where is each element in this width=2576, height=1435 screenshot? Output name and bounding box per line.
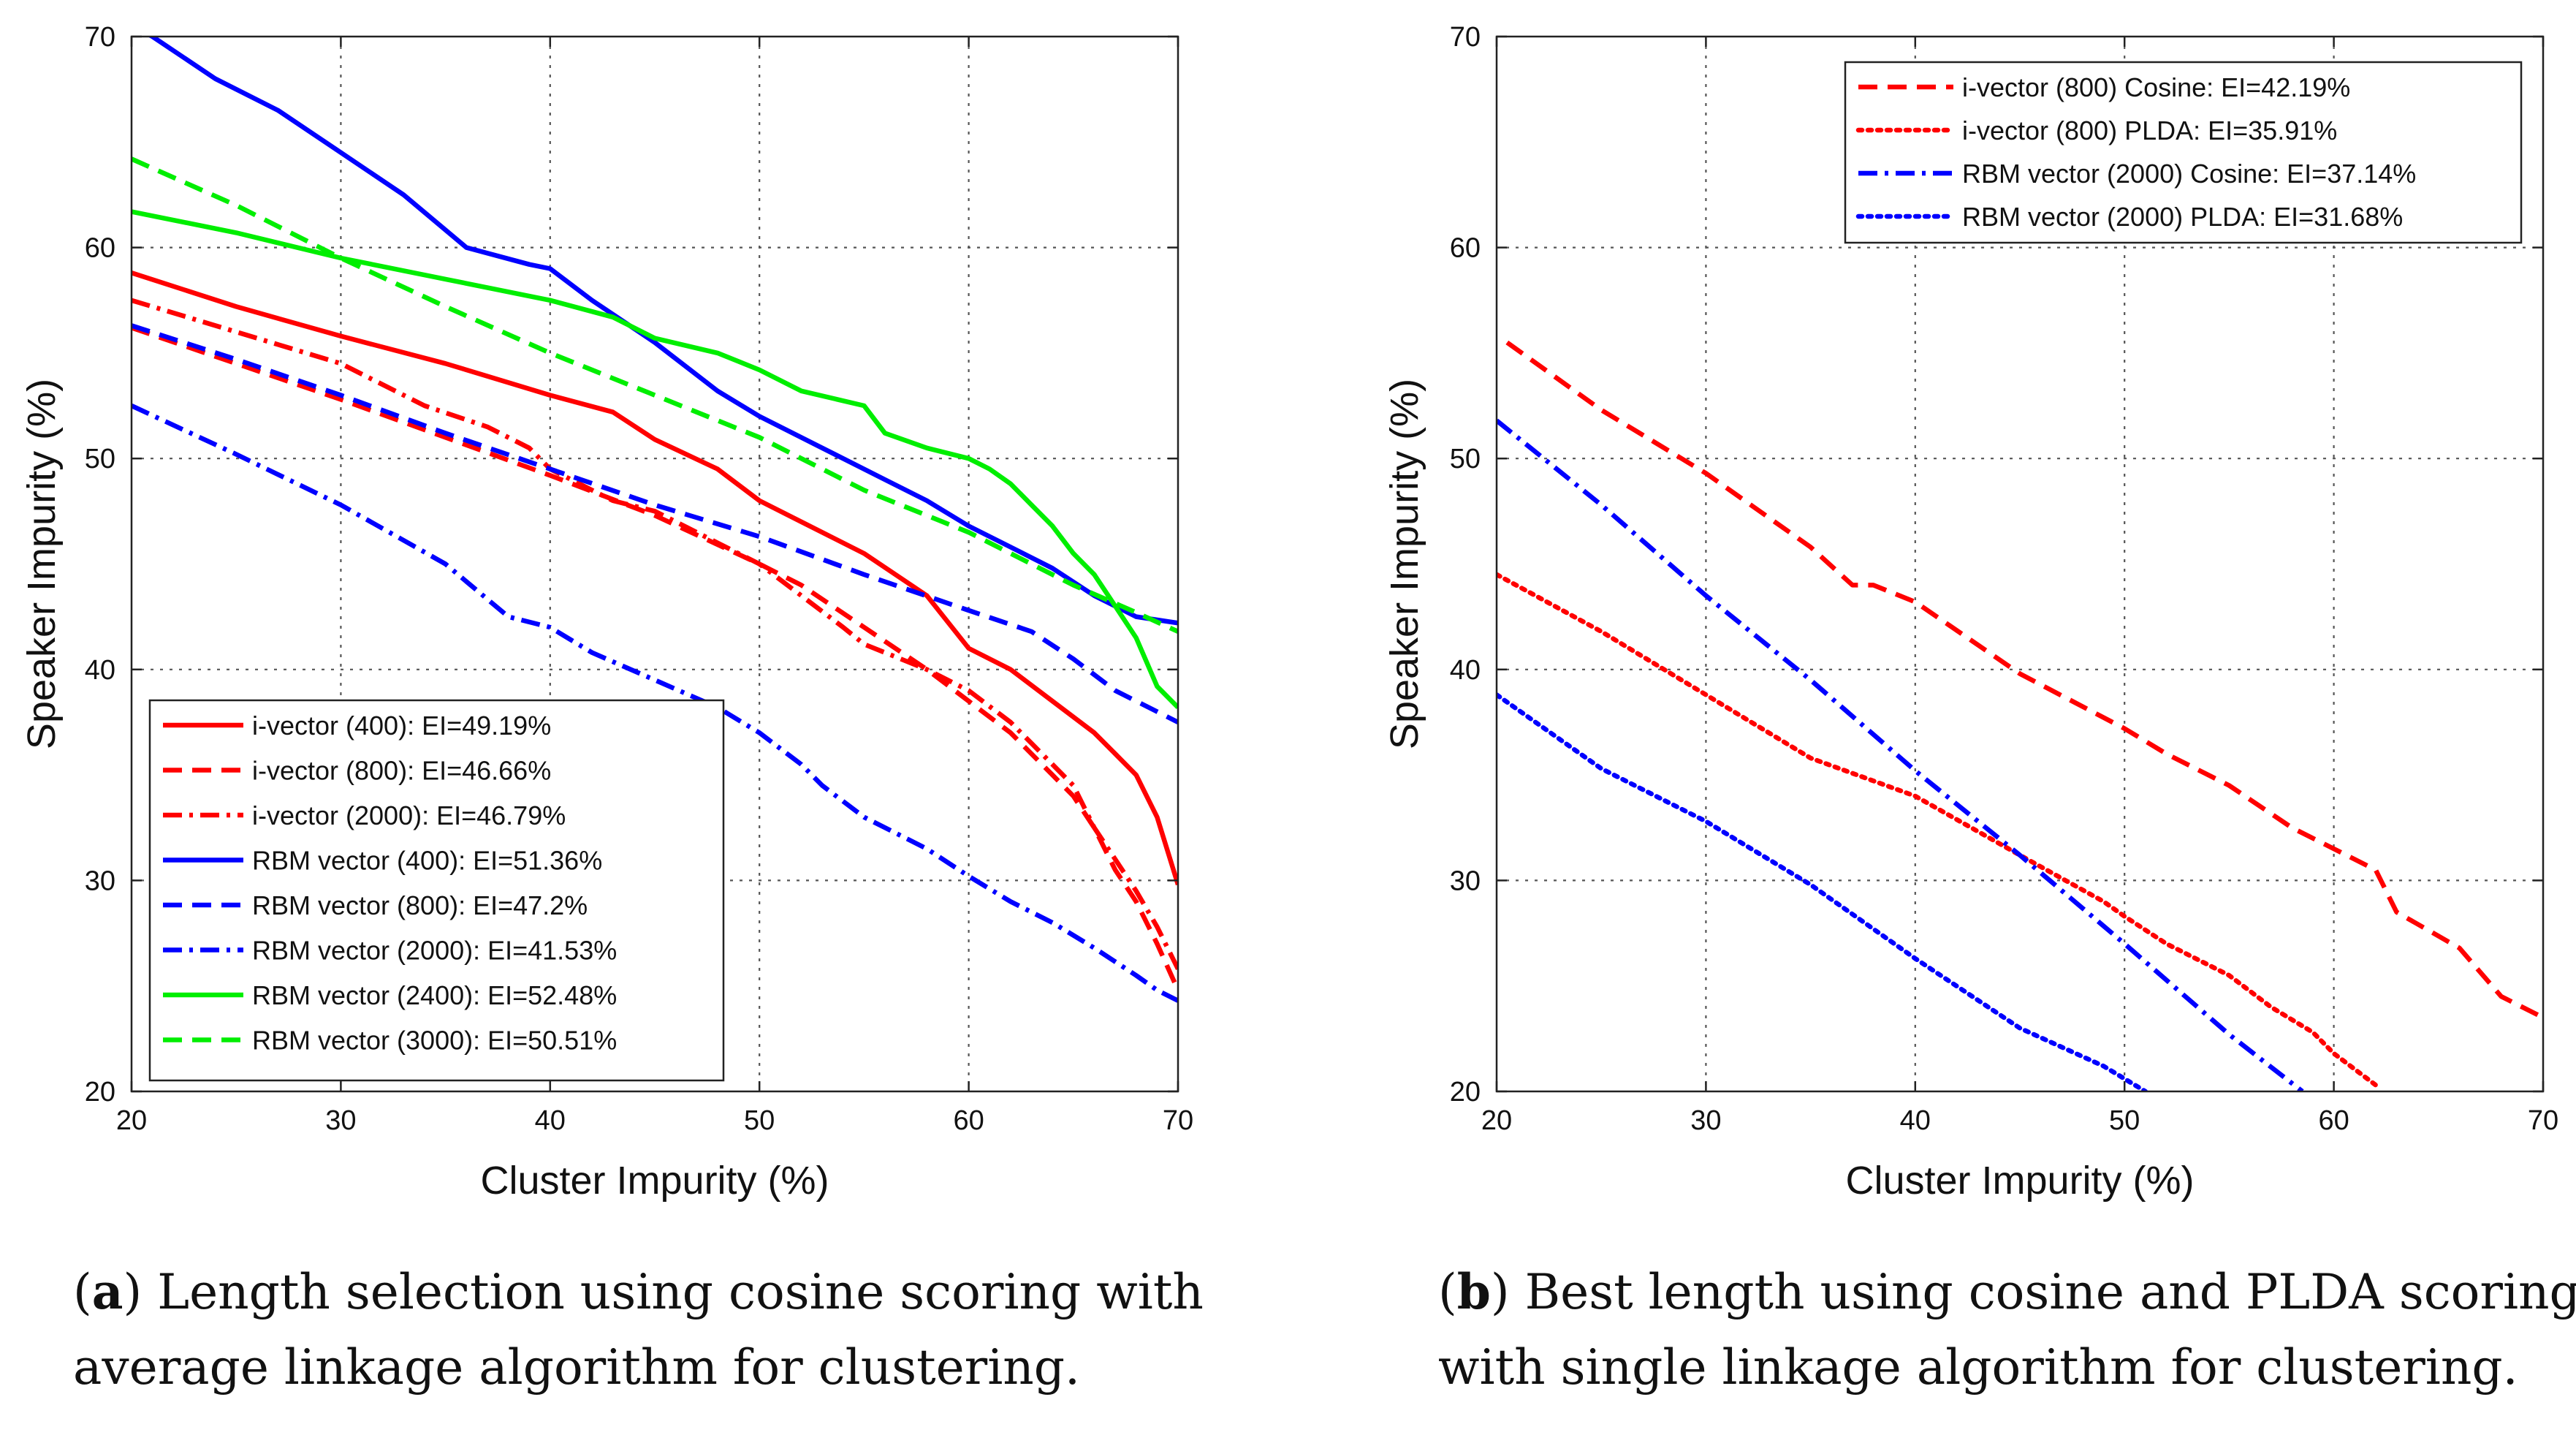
series-line-3 <box>147 37 1178 626</box>
y-tick-label: 50 <box>1450 444 1481 474</box>
legend-entry-7: RBM vector (3000): EI=50.51% <box>252 1026 617 1056</box>
y-tick-label: 70 <box>85 22 115 53</box>
x-axis-label: Cluster Impurity (%) <box>480 1159 829 1203</box>
y-axis-label: Speaker Impurity (%) <box>20 379 64 749</box>
series-line-1 <box>132 325 1178 991</box>
axes-box <box>1495 35 2545 1093</box>
x-tick-label: 70 <box>1163 1105 1193 1136</box>
caption-letter: a <box>92 1263 124 1320</box>
x-tick-label: 50 <box>744 1105 775 1136</box>
series-line-5 <box>132 404 1178 1003</box>
caption-line-1: (a) Length selection using cosine scorin… <box>73 1263 1204 1320</box>
y-tick-label: 70 <box>1450 22 1481 53</box>
x-tick-label: 60 <box>2318 1105 2349 1136</box>
x-tick-label: 40 <box>535 1105 566 1136</box>
legend-entry-4: RBM vector (800): EI=47.2% <box>252 890 588 920</box>
x-tick-label: 20 <box>116 1105 147 1136</box>
caption-line-2: with single linkage algorithm for cluste… <box>1438 1339 2518 1396</box>
series-line-2 <box>1497 418 2304 1091</box>
x-tick-label: 70 <box>2528 1105 2558 1136</box>
legend: i-vector (400): EI=49.19% i-vector (800):… <box>148 699 725 1082</box>
series-line-7 <box>132 156 1178 634</box>
legend-box <box>1844 61 2523 244</box>
y-axis-label: Speaker Impurity (%) <box>1383 379 1426 749</box>
y-tick-label: 60 <box>85 233 115 264</box>
x-tick-label: 30 <box>1690 1105 1721 1136</box>
legend-entry-3: RBM vector (400): EI=51.36% <box>252 846 602 876</box>
y-tick-label: 30 <box>85 866 115 896</box>
y-tick-label: 60 <box>1450 233 1481 264</box>
series-line-6 <box>132 209 1178 709</box>
y-tick-label: 20 <box>1450 1077 1481 1108</box>
figure-caption: (b) Best length using cosine and PLDA sc… <box>1438 1263 2576 1396</box>
legend-entry-5: RBM vector (2000): EI=41.53% <box>252 936 617 966</box>
legend-entry-0: i-vector (400): EI=49.19% <box>252 711 551 741</box>
y-tick-label: 20 <box>85 1077 115 1108</box>
legend: i-vector (800) Cosine: EI=42.19% i-vector… <box>1844 61 2523 244</box>
legend-entry-1: i-vector (800) PLDA: EI=35.91% <box>1962 116 2337 145</box>
x-tick-label: 50 <box>2109 1105 2140 1136</box>
series-line-4 <box>132 323 1178 724</box>
legend-entry-6: RBM vector (2400): EI=52.48% <box>252 980 617 1010</box>
legend-box <box>148 699 725 1082</box>
chart-panel-a: 20 30 40 50 60 70 20 30 40 50 60 70 Cluster Impurity… <box>20 22 1204 1396</box>
caption-line-2: average linkage algorithm for clustering… <box>73 1339 1080 1396</box>
caption-letter: b <box>1457 1263 1491 1320</box>
series-line-1 <box>1497 572 2379 1088</box>
y-tick-label: 50 <box>85 444 115 474</box>
axes-box <box>130 35 1179 1093</box>
legend-entry-0: i-vector (800) Cosine: EI=42.19% <box>1962 72 2350 102</box>
legend-entry-2: i-vector (2000): EI=46.79% <box>252 800 566 830</box>
figure-caption: (a) Length selection using cosine scorin… <box>73 1263 1204 1396</box>
legend-entry-3: RBM vector (2000) PLDA: EI=31.68% <box>1962 202 2403 232</box>
chart-panel-b: 20 30 40 50 60 70 20 30 40 50 60 70 Cluster Impurity… <box>1383 22 2576 1396</box>
y-tick-label: 40 <box>1450 655 1481 686</box>
legend-entry-2: RBM vector (2000) Cosine: EI=37.14% <box>1962 159 2416 189</box>
x-axis-label: Cluster Impurity (%) <box>1845 1159 2194 1203</box>
series-line-3 <box>1497 692 2148 1091</box>
x-tick-label: 40 <box>1900 1105 1931 1136</box>
y-tick-label: 30 <box>1450 866 1481 896</box>
legend-entry-1: i-vector (800): EI=46.66% <box>252 756 551 786</box>
series-line-0 <box>132 270 1178 886</box>
series-line-2 <box>132 298 1178 971</box>
x-tick-label: 30 <box>325 1105 356 1136</box>
x-tick-label: 20 <box>1481 1105 1512 1136</box>
caption-line-1: (b) Best length using cosine and PLDA sc… <box>1438 1263 2576 1320</box>
x-tick-label: 60 <box>953 1105 984 1136</box>
y-tick-label: 40 <box>85 655 115 686</box>
